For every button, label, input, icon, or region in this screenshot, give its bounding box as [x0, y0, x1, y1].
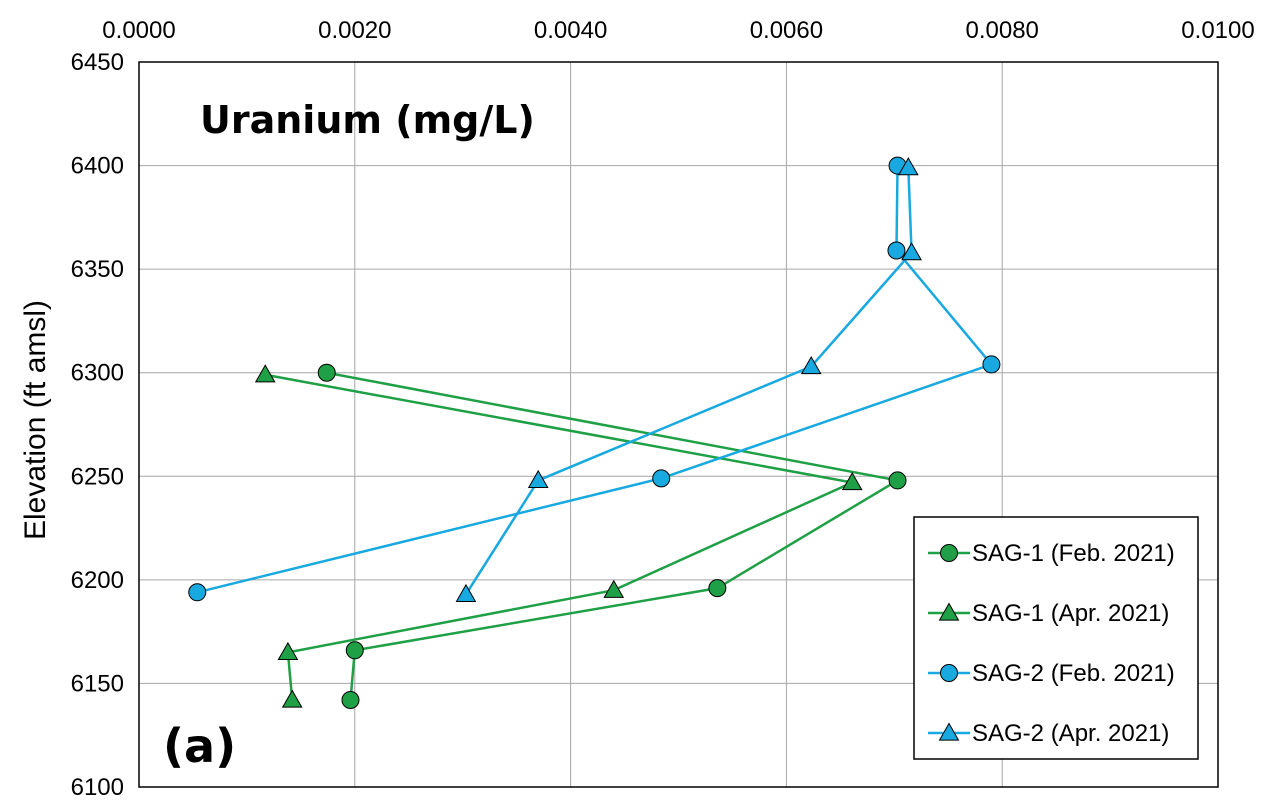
- data-point: [455, 583, 477, 602]
- y-tick-label: 6100: [71, 774, 124, 801]
- legend-marker: [940, 664, 958, 682]
- data-point: [652, 469, 671, 488]
- data-point: [708, 579, 727, 598]
- data-point: [887, 241, 906, 260]
- y-tick-label: 6400: [71, 153, 124, 180]
- legend-entry: SAG-2 (Feb. 2021): [928, 660, 1175, 687]
- data-point: [277, 641, 299, 660]
- data-point: [897, 157, 919, 176]
- series-layer: [188, 156, 1001, 709]
- data-point: [841, 471, 863, 491]
- x-tick-label: 0.0100: [1181, 17, 1254, 44]
- data-point: [281, 689, 303, 708]
- y-axis-title: Elevation (ft amsl): [19, 300, 52, 540]
- legend-label: SAG-2 (Apr. 2021): [972, 720, 1169, 747]
- legend-label: SAG-2 (Feb. 2021): [972, 660, 1175, 687]
- y-tick-label: 6300: [71, 360, 124, 387]
- x-tick-label: 0.0040: [534, 17, 607, 44]
- legend-entry: SAG-1 (Apr. 2021): [928, 600, 1169, 627]
- legend-entry: SAG-1 (Feb. 2021): [928, 540, 1175, 567]
- x-tick-label: 0.0000: [102, 17, 175, 44]
- plot-area: [138, 61, 1219, 788]
- y-tick-label: 6150: [71, 670, 124, 697]
- series-line: [326, 371, 902, 701]
- series-4: [455, 157, 922, 602]
- data-point: [345, 641, 364, 660]
- series-line: [464, 167, 913, 596]
- x-tick-label: 0.0020: [318, 17, 391, 44]
- legend-box: [913, 516, 1199, 760]
- legend-marker: [938, 722, 960, 741]
- series-3: [188, 156, 1001, 602]
- legend: SAG-1 (Feb. 2021) SAG-1 (Apr. 2021) SAG-2 …: [913, 516, 1199, 760]
- series-1: [317, 363, 907, 709]
- x-tick-label: 0.0060: [750, 17, 823, 44]
- legend-marker: [940, 544, 958, 562]
- data-point: [254, 364, 276, 383]
- panel-label: (a): [163, 719, 236, 773]
- y-tick-label: 6350: [71, 256, 124, 283]
- tick-labels: 0.0000 0.0020 0.0040 0.0060 0.0080 0.0100 6100…: [71, 17, 1255, 801]
- x-tick-label: 0.0080: [965, 17, 1038, 44]
- legend-marker: [938, 602, 960, 621]
- data-point: [901, 242, 922, 261]
- data-point: [603, 579, 625, 598]
- legend-label: SAG-1 (Feb. 2021): [972, 540, 1175, 567]
- series-2: [254, 364, 863, 708]
- y-tick-label: 6200: [71, 567, 124, 594]
- data-point: [888, 471, 907, 490]
- y-tick-label: 6450: [71, 49, 124, 76]
- y-tick-label: 6250: [71, 463, 124, 490]
- chart-title: Uranium (mg/L): [200, 98, 535, 142]
- data-point: [317, 363, 336, 382]
- data-point: [341, 691, 360, 709]
- legend-entry: SAG-2 (Apr. 2021): [928, 720, 1169, 747]
- data-point: [982, 355, 1001, 374]
- data-point: [800, 355, 822, 375]
- data-point: [527, 469, 549, 489]
- data-point: [188, 583, 207, 602]
- legend-label: SAG-1 (Apr. 2021): [972, 600, 1169, 627]
- series-line: [196, 165, 994, 594]
